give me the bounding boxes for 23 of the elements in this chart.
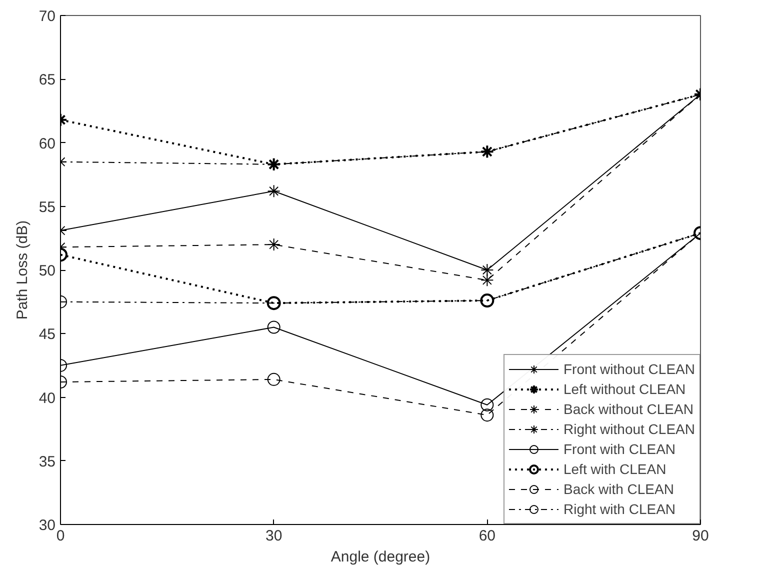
legend-label: Back with CLEAN <box>563 481 674 497</box>
x-tick-label: 30 <box>265 528 282 544</box>
y-tick-label: 55 <box>38 198 56 216</box>
x-tick-label: 0 <box>56 528 65 544</box>
legend-label: Front with CLEAN <box>563 441 676 457</box>
legend-label: Right with CLEAN <box>563 501 676 517</box>
y-tick-label: 35 <box>38 453 56 470</box>
x-tick-label: 90 <box>692 528 709 544</box>
x-axis-title: Angle (degree) <box>330 548 430 566</box>
y-tick-label: 60 <box>38 135 56 152</box>
legend-label: Back without CLEAN <box>563 401 694 417</box>
legend-label: Right without CLEAN <box>563 421 695 437</box>
x-tick-label: 60 <box>478 528 496 544</box>
y-axis-title: Path Loss (dB) <box>14 220 31 320</box>
y-tick-label: 50 <box>38 262 56 280</box>
y-tick-label: 45 <box>38 326 56 344</box>
y-tick-label: 70 <box>38 8 56 25</box>
y-tick-label: 40 <box>38 390 56 407</box>
legend-label: Left without CLEAN <box>563 381 686 397</box>
y-tick-label: 30 <box>38 517 56 534</box>
legend-label: Front without CLEAN <box>563 361 695 377</box>
y-tick-label: 65 <box>38 72 56 89</box>
legend-label: Left with CLEAN <box>563 461 666 477</box>
